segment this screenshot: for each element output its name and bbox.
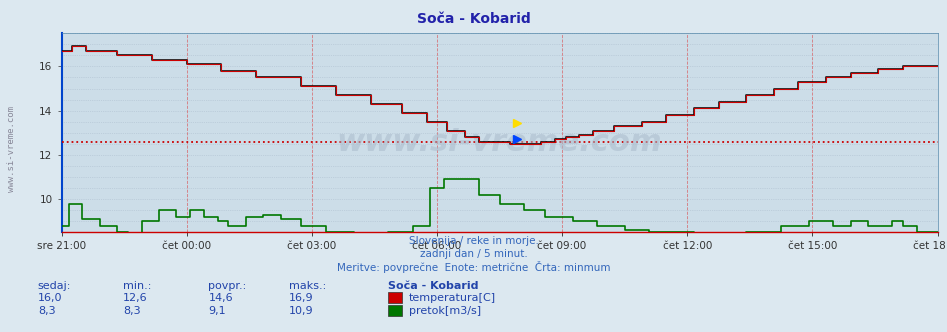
Text: 9,1: 9,1 [208, 306, 226, 316]
Text: www.si-vreme.com: www.si-vreme.com [337, 128, 662, 157]
Text: 16,0: 16,0 [38, 293, 63, 303]
Text: maks.:: maks.: [289, 281, 326, 291]
Text: www.si-vreme.com: www.si-vreme.com [7, 106, 16, 193]
Text: 8,3: 8,3 [123, 306, 141, 316]
Text: min.:: min.: [123, 281, 152, 291]
Text: sedaj:: sedaj: [38, 281, 71, 291]
Text: zadnji dan / 5 minut.: zadnji dan / 5 minut. [420, 249, 527, 259]
Text: Slovenija / reke in morje.: Slovenija / reke in morje. [408, 236, 539, 246]
Text: 16,9: 16,9 [289, 293, 313, 303]
Text: pretok[m3/s]: pretok[m3/s] [409, 306, 481, 316]
Text: Soča - Kobarid: Soča - Kobarid [417, 12, 530, 26]
Text: 8,3: 8,3 [38, 306, 56, 316]
Text: 14,6: 14,6 [208, 293, 233, 303]
Text: 10,9: 10,9 [289, 306, 313, 316]
Text: Soča - Kobarid: Soča - Kobarid [388, 281, 479, 291]
Text: temperatura[C]: temperatura[C] [409, 293, 496, 303]
Text: 12,6: 12,6 [123, 293, 148, 303]
Text: povpr.:: povpr.: [208, 281, 246, 291]
Text: Meritve: povprečne  Enote: metrične  Črta: minmum: Meritve: povprečne Enote: metrične Črta:… [337, 261, 610, 273]
